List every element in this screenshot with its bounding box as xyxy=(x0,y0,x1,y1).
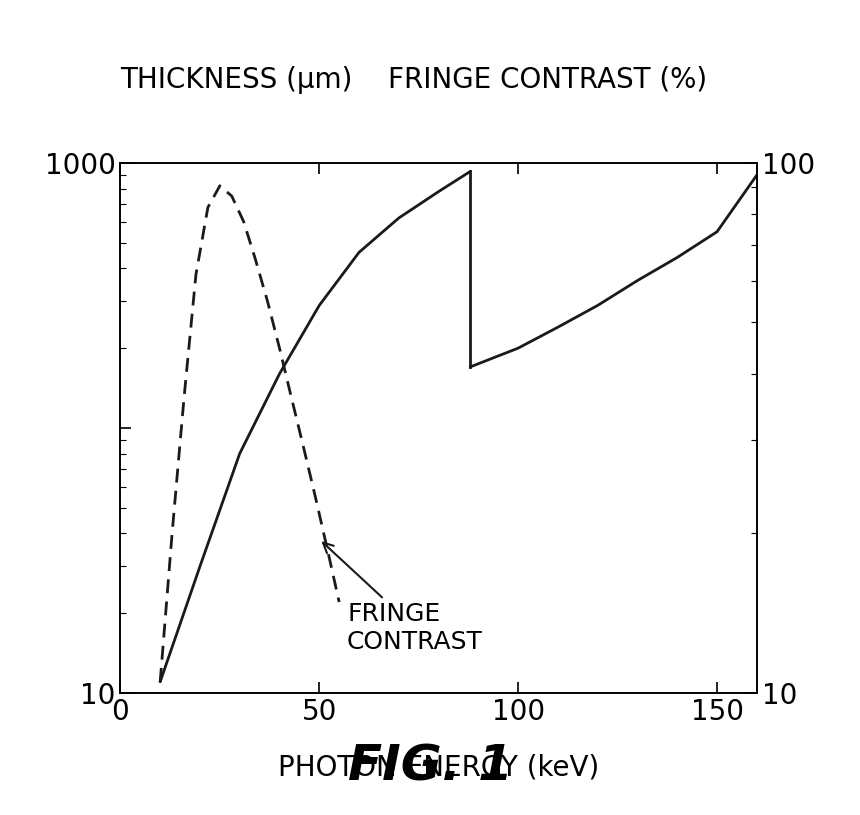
Text: FRINGE
CONTRAST: FRINGE CONTRAST xyxy=(323,543,483,654)
Text: THICKNESS (μm): THICKNESS (μm) xyxy=(120,66,353,94)
Text: FRINGE CONTRAST (%): FRINGE CONTRAST (%) xyxy=(388,66,707,94)
Text: FIG. 1: FIG. 1 xyxy=(347,742,513,791)
Text: PHOTON ENERGY (keV): PHOTON ENERGY (keV) xyxy=(278,754,599,782)
